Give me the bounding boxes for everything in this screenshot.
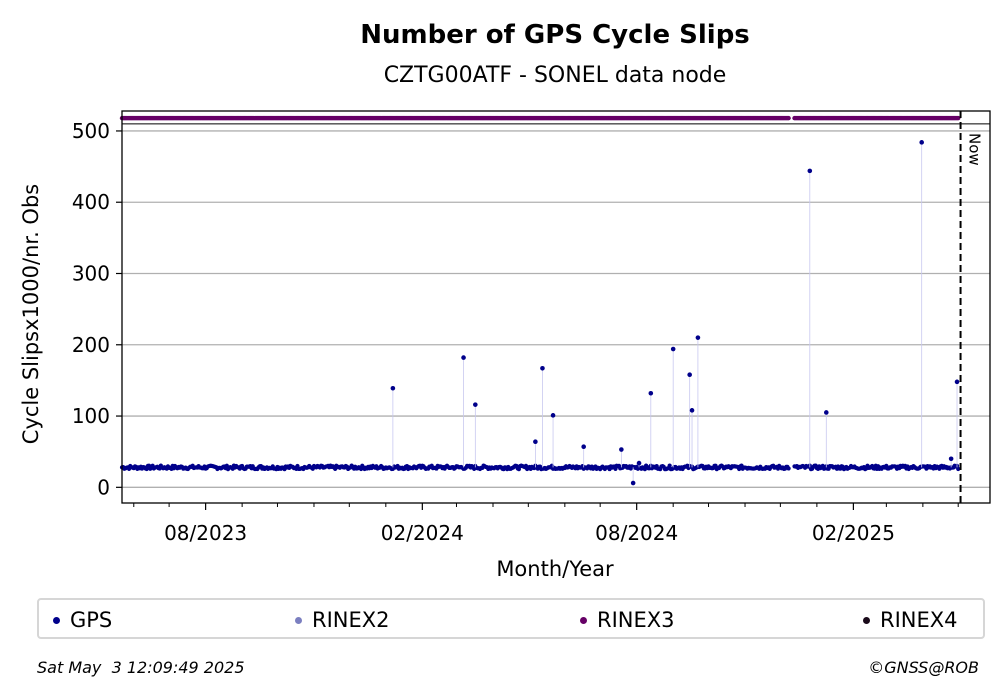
legend-item-gps: GPS	[53, 608, 112, 632]
rinex3-marker-icon	[580, 616, 587, 624]
legend: GPS RINEX2 RINEX3 RINEX4	[37, 598, 985, 639]
grid-lines	[122, 123, 990, 488]
gps-outlier-point	[636, 460, 642, 466]
gps-point	[786, 466, 791, 471]
legend-label-gps: GPS	[70, 608, 113, 632]
gps-outlier-point	[540, 365, 545, 371]
legend-item-rinex2: RINEX2	[295, 608, 390, 632]
x-tick-label: 08/2024	[595, 521, 678, 545]
gps-outlier-point	[807, 168, 813, 174]
gps-point	[144, 466, 149, 472]
now-label: Now	[966, 133, 984, 166]
gps-outlier-point	[919, 140, 924, 145]
chart-title: Number of GPS Cycle Slips	[360, 20, 750, 50]
gps-point	[667, 463, 672, 468]
x-axis-label: Month/Year	[496, 557, 614, 581]
rinex3-marker	[956, 115, 961, 121]
gps-outlier-point	[550, 413, 556, 418]
gps-point	[956, 466, 961, 472]
gps-outlier-point	[533, 439, 538, 445]
gps-outlier-point	[461, 355, 466, 360]
gps-outlier-point	[948, 456, 954, 462]
legend-label-rinex4: RINEX4	[880, 608, 958, 632]
gps-outlier-point	[695, 335, 701, 340]
chart: Number of GPS Cycle Slips CZTG00ATF - SO…	[19, 20, 991, 581]
y-tick-label: 300	[72, 262, 110, 286]
chart-subtitle: CZTG00ATF - SONEL data node	[384, 63, 727, 88]
data-series	[119, 115, 961, 486]
legend-label-rinex2: RINEX2	[312, 608, 390, 632]
gps-marker-icon	[53, 616, 60, 624]
gps-outlier-point	[630, 480, 636, 486]
gps-outlier-point	[390, 385, 396, 391]
legend-item-rinex3: RINEX3	[580, 608, 675, 632]
gps-outlier-point	[689, 408, 695, 413]
gps-outlier-point	[823, 410, 829, 415]
gps-outlier-point	[619, 447, 624, 452]
x-tick-label: 08/2023	[164, 521, 247, 545]
gps-outlier-point	[581, 444, 586, 449]
rinex3-marker	[786, 115, 791, 121]
y-tick-label: 200	[72, 333, 110, 357]
x-tick-label: 02/2025	[812, 521, 895, 545]
rinex4-marker-icon	[863, 616, 870, 624]
gps-outlier-point	[648, 390, 654, 396]
footer-timestamp: Sat May 3 12:09:49 2025	[37, 658, 245, 677]
legend-label-rinex3: RINEX3	[597, 608, 675, 632]
gps-outlier-point	[670, 346, 676, 352]
y-tick-label: 0	[97, 475, 110, 499]
gps-outlier-point	[954, 379, 960, 385]
gps-outlier-point	[687, 372, 692, 378]
plot-frame	[121, 110, 991, 504]
footer-copyright: ©GNSS@ROB	[868, 658, 979, 677]
y-tick-label: 100	[72, 404, 110, 428]
x-tick-label: 02/2024	[381, 521, 464, 545]
y-tick-label: 500	[72, 119, 110, 143]
rinex2-marker-icon	[295, 616, 302, 624]
y-tick-label: 400	[72, 190, 110, 214]
legend-item-rinex4: RINEX4	[863, 608, 958, 632]
axes: 0 100 200 300 400 500 08/2023 02/2024 08/2024 02/…	[72, 110, 991, 545]
gps-outlier-point	[473, 402, 478, 407]
y-axis-label: Cycle Slipsx1000/nr. Obs	[19, 184, 43, 444]
